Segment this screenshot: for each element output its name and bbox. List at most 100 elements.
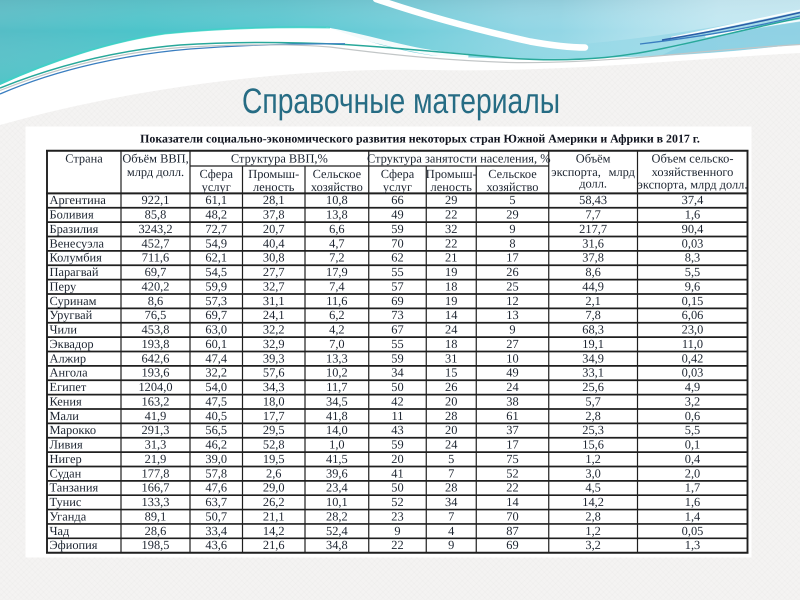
- svg-text:31,6: 31,6: [582, 236, 604, 250]
- svg-text:8: 8: [509, 236, 515, 250]
- svg-text:41,8: 41,8: [326, 409, 348, 423]
- svg-text:0,15: 0,15: [682, 294, 704, 308]
- svg-text:32: 32: [445, 222, 457, 236]
- svg-text:57,6: 57,6: [263, 366, 285, 380]
- svg-text:90,4: 90,4: [682, 222, 704, 236]
- svg-text:4,2: 4,2: [329, 323, 345, 337]
- svg-text:31,3: 31,3: [145, 438, 167, 452]
- svg-text:58,43: 58,43: [579, 193, 607, 207]
- svg-text:9: 9: [509, 323, 515, 337]
- svg-text:14,0: 14,0: [326, 423, 348, 437]
- svg-text:11,6: 11,6: [326, 294, 347, 308]
- svg-text:17: 17: [506, 251, 518, 265]
- svg-text:Мали: Мали: [50, 409, 80, 423]
- svg-text:32,9: 32,9: [263, 337, 285, 351]
- svg-text:17: 17: [506, 438, 518, 452]
- svg-text:хозяйственного: хозяйственного: [652, 165, 734, 179]
- svg-text:2,0: 2,0: [685, 466, 701, 480]
- svg-text:3,2: 3,2: [585, 538, 601, 552]
- svg-text:28,6: 28,6: [145, 524, 167, 538]
- svg-text:72,7: 72,7: [205, 222, 227, 236]
- svg-text:41: 41: [391, 466, 403, 480]
- svg-text:34,5: 34,5: [326, 394, 348, 408]
- svg-text:13: 13: [506, 308, 518, 322]
- svg-text:19,1: 19,1: [582, 337, 604, 351]
- svg-text:34,3: 34,3: [263, 380, 285, 394]
- svg-text:5: 5: [509, 193, 515, 207]
- svg-text:1204,0: 1204,0: [138, 380, 172, 394]
- svg-text:31,1: 31,1: [263, 294, 285, 308]
- svg-text:5,5: 5,5: [685, 423, 701, 437]
- svg-text:14,2: 14,2: [263, 524, 285, 538]
- svg-text:133,3: 133,3: [142, 495, 170, 509]
- svg-text:23: 23: [391, 509, 403, 523]
- svg-text:6,2: 6,2: [329, 308, 345, 322]
- svg-text:20: 20: [445, 423, 457, 437]
- svg-text:26: 26: [445, 380, 457, 394]
- svg-text:31: 31: [445, 351, 457, 365]
- svg-text:29,0: 29,0: [263, 481, 285, 495]
- svg-text:62,1: 62,1: [205, 251, 227, 265]
- svg-text:Страна: Страна: [65, 151, 103, 165]
- svg-text:57: 57: [391, 279, 403, 293]
- svg-text:52,4: 52,4: [326, 524, 348, 538]
- svg-text:Уругвай: Уругвай: [50, 308, 93, 322]
- svg-text:22: 22: [391, 538, 403, 552]
- svg-text:30,8: 30,8: [263, 251, 285, 265]
- svg-text:50,7: 50,7: [205, 509, 227, 523]
- svg-text:Чили: Чили: [50, 323, 78, 337]
- svg-text:59: 59: [391, 438, 403, 452]
- svg-text:26,2: 26,2: [263, 495, 285, 509]
- svg-text:49: 49: [506, 366, 518, 380]
- svg-text:7,7: 7,7: [585, 208, 601, 222]
- svg-text:89,1: 89,1: [145, 509, 167, 523]
- svg-text:73: 73: [391, 308, 403, 322]
- svg-text:3,2: 3,2: [685, 394, 701, 408]
- svg-text:62: 62: [391, 251, 403, 265]
- svg-text:Колумбия: Колумбия: [50, 251, 103, 265]
- svg-text:7,0: 7,0: [329, 337, 345, 351]
- svg-text:48,2: 48,2: [205, 208, 227, 222]
- svg-text:25,6: 25,6: [582, 380, 604, 394]
- svg-text:37,8: 37,8: [582, 251, 604, 265]
- svg-text:22: 22: [445, 208, 457, 222]
- svg-text:43,6: 43,6: [205, 538, 227, 552]
- svg-text:Венесуэла: Венесуэла: [50, 236, 105, 250]
- svg-text:28,2: 28,2: [326, 509, 348, 523]
- svg-text:38: 38: [506, 394, 518, 408]
- svg-text:11,0: 11,0: [682, 337, 703, 351]
- svg-text:15: 15: [445, 366, 457, 380]
- svg-text:52: 52: [506, 466, 518, 480]
- svg-text:услуг: услуг: [202, 180, 231, 194]
- svg-text:18: 18: [445, 337, 457, 351]
- svg-text:67: 67: [391, 323, 403, 337]
- svg-text:24: 24: [506, 380, 518, 394]
- svg-text:Уганда: Уганда: [50, 509, 87, 523]
- svg-text:33,4: 33,4: [205, 524, 227, 538]
- svg-text:Парагвай: Парагвай: [50, 265, 99, 279]
- svg-text:23,4: 23,4: [326, 481, 348, 495]
- svg-text:69: 69: [391, 294, 403, 308]
- svg-text:642,6: 642,6: [142, 351, 170, 365]
- svg-text:60,1: 60,1: [205, 337, 227, 351]
- svg-text:7: 7: [448, 466, 454, 480]
- svg-text:50: 50: [391, 380, 403, 394]
- svg-text:47,5: 47,5: [205, 394, 227, 408]
- svg-text:76,5: 76,5: [145, 308, 167, 322]
- svg-text:0,05: 0,05: [682, 524, 704, 538]
- svg-text:39,3: 39,3: [263, 351, 285, 365]
- svg-text:10,2: 10,2: [326, 366, 348, 380]
- svg-text:8,6: 8,6: [585, 265, 601, 279]
- svg-text:711,6: 711,6: [142, 251, 169, 265]
- svg-text:12: 12: [506, 294, 518, 308]
- svg-text:Сельское: Сельское: [313, 167, 362, 181]
- svg-text:млрд долл.: млрд долл.: [127, 165, 184, 179]
- svg-text:453,8: 453,8: [142, 323, 170, 337]
- svg-text:13,3: 13,3: [326, 351, 348, 365]
- svg-text:198,5: 198,5: [142, 538, 170, 552]
- svg-text:85,8: 85,8: [145, 208, 167, 222]
- svg-text:6,06: 6,06: [682, 308, 704, 322]
- svg-text:41,5: 41,5: [326, 452, 348, 466]
- svg-text:34: 34: [391, 366, 403, 380]
- svg-text:11,7: 11,7: [326, 380, 347, 394]
